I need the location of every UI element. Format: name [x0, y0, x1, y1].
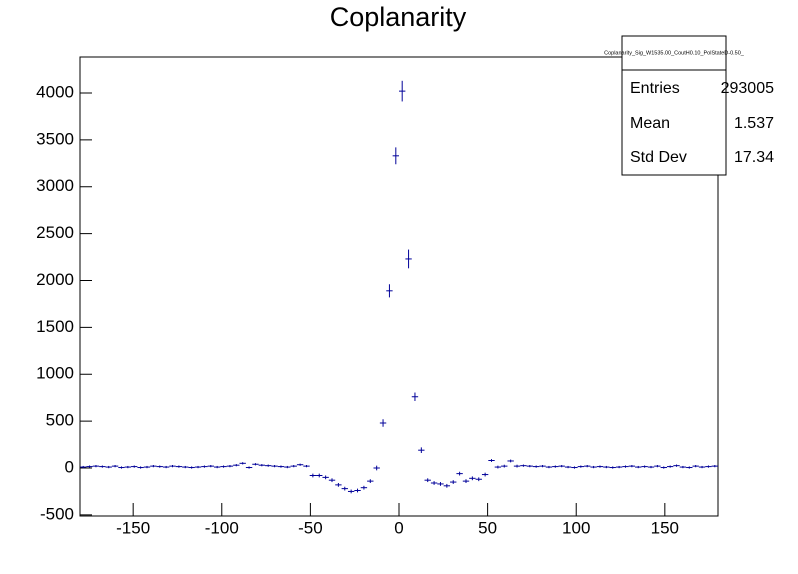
stats-value: 1.537	[734, 115, 774, 132]
y-tick-label: 1000	[36, 364, 74, 383]
stats-box	[621, 35, 727, 176]
x-tick-label: 50	[478, 518, 497, 537]
y-tick-label: 1500	[36, 317, 74, 336]
y-tick-label: 500	[46, 411, 74, 430]
y-tick-label: 2000	[36, 270, 74, 289]
y-tick-label: 3500	[36, 129, 74, 148]
x-tick-label: -100	[205, 518, 239, 537]
y-tick-label: 4000	[36, 82, 74, 101]
x-tick-label: -50	[298, 518, 323, 537]
x-tick-label: 150	[651, 518, 679, 537]
y-tick-label: 2500	[36, 223, 74, 242]
stats-label: Mean	[630, 115, 670, 132]
stats-label: Entries	[630, 80, 680, 97]
stats-title: Coplanarity_Sig_W1535.00_CoutH0.10_PolSt…	[604, 50, 745, 56]
x-tick-label: 100	[562, 518, 590, 537]
y-tick-label: 3000	[36, 176, 74, 195]
y-tick-label: 0	[65, 457, 74, 476]
stats-value: 17.34	[734, 149, 774, 166]
x-tick-label: -150	[116, 518, 150, 537]
x-tick-label: 0	[394, 518, 403, 537]
stats-value: 293005	[721, 80, 774, 97]
stats-label: Std Dev	[630, 149, 687, 166]
chart-title: Coplanarity	[330, 2, 467, 32]
y-tick-label: -500	[40, 504, 74, 523]
